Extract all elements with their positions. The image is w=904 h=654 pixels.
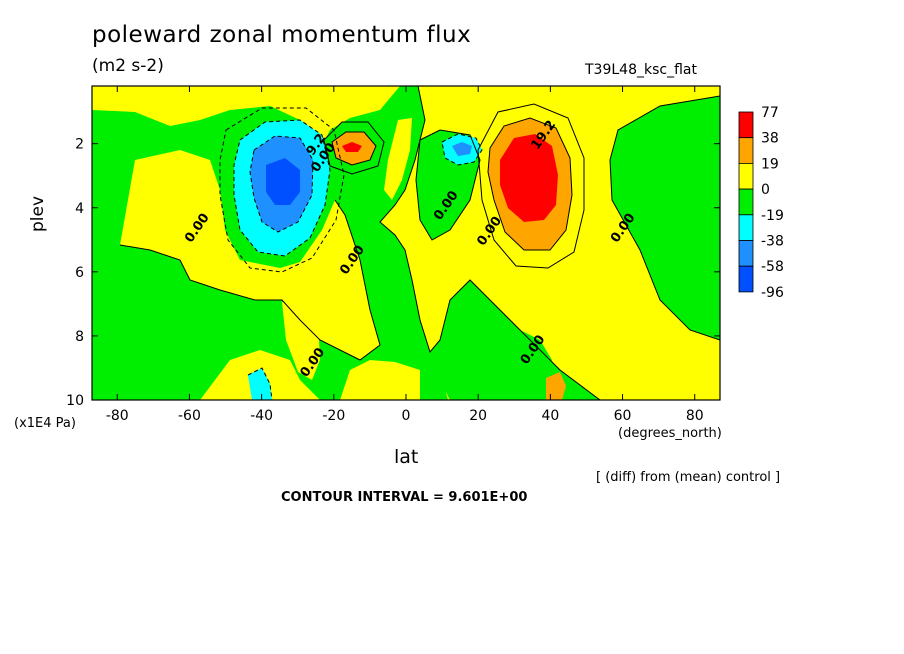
region-negative-north-core xyxy=(452,142,472,156)
x-tick-label: -40 xyxy=(250,408,273,424)
region-positive-southern-midlat xyxy=(120,150,380,360)
y-axis-units: (x1E4 Pa) xyxy=(14,416,76,431)
contour-negative-lower xyxy=(247,367,273,400)
colorbar-segment xyxy=(738,162,754,190)
diff-note: [ (diff) from (mean) control ] xyxy=(596,470,781,485)
colorbar-label: -96 xyxy=(761,285,784,301)
contour-negative-north xyxy=(441,133,483,166)
region-negative-lower-tropics xyxy=(495,330,552,385)
colorbar-label: -19 xyxy=(761,208,784,224)
y-tick-label: 10 xyxy=(66,393,84,409)
contour-interval: CONTOUR INTERVAL = 9.601E+00 xyxy=(281,490,528,505)
x-tick-label: 40 xyxy=(541,408,559,424)
colorbar-label: -58 xyxy=(761,259,784,275)
contour-negative-south xyxy=(233,119,331,257)
contour-positive-north xyxy=(487,117,573,251)
x-axis-label: lat xyxy=(394,446,419,468)
contour-zero-south xyxy=(119,199,381,361)
contour-fill xyxy=(92,86,720,400)
contour-lines-negative xyxy=(219,107,483,400)
region-positive-southern-west xyxy=(92,86,400,150)
chart-title: poleward zonal momentum flux xyxy=(92,22,472,48)
colorbar-segment xyxy=(738,188,754,216)
contour-zero-tropical-lobe xyxy=(415,129,481,241)
colorbar: 77 38 19 0 -19 -38 -58 -96 xyxy=(738,105,784,301)
y-tick-label: 6 xyxy=(75,265,84,281)
contour-zero-tropics xyxy=(379,86,601,400)
y-tick-label: 4 xyxy=(75,201,84,217)
contour-positive-north-outer xyxy=(477,103,585,269)
x-tick-label: -20 xyxy=(322,408,345,424)
region-positive-lower-tail xyxy=(282,300,320,380)
contour-zero-north xyxy=(609,95,720,341)
x-tick-label: -80 xyxy=(106,408,129,424)
colorbar-label: 38 xyxy=(761,131,779,147)
x-tick-label: 80 xyxy=(686,408,704,424)
x-axis-ticks: -80 -60 -40 -20 0 20 40 60 80 xyxy=(106,86,704,424)
run-name: T39L48_ksc_flat xyxy=(585,62,697,78)
chart-units: (m2 s-2) xyxy=(92,56,164,76)
colorbar-segment xyxy=(738,214,754,241)
colorbar-segment xyxy=(738,240,754,267)
colorbar-label: 19 xyxy=(761,156,779,172)
region-negative-south-core xyxy=(266,158,300,205)
x-tick-label: 20 xyxy=(469,408,487,424)
y-axis-label: plev xyxy=(28,195,48,232)
colorbar-segment xyxy=(738,137,754,164)
y-tick-label: 2 xyxy=(75,137,84,153)
x-tick-label: -60 xyxy=(178,408,201,424)
colorbar-segment xyxy=(738,265,754,293)
contour-negative-south-outer xyxy=(219,107,345,273)
y-axis-ticks: 2 4 6 8 10 xyxy=(66,137,720,409)
colorbar-label: 77 xyxy=(761,105,779,121)
region-negative-lower-center xyxy=(420,370,448,400)
colorbar-label: 0 xyxy=(761,182,770,198)
region-positive-north-core xyxy=(500,134,558,222)
region-positive-tropical-upper xyxy=(384,118,412,200)
contour-positive-south-outer xyxy=(323,121,385,175)
contour-lines xyxy=(119,86,720,400)
colorbar-label: -38 xyxy=(761,234,784,250)
colorbar-segment xyxy=(738,111,754,139)
y-tick-label: 8 xyxy=(75,329,84,345)
contour-positive-south xyxy=(331,131,377,166)
region-positive-lower-north xyxy=(546,372,566,400)
x-tick-label: 0 xyxy=(402,408,411,424)
x-axis-units: (degrees_north) xyxy=(618,426,722,441)
x-tick-label: 60 xyxy=(614,408,632,424)
contour-negative-south-mid xyxy=(249,135,314,233)
region-positive-south-core xyxy=(342,142,362,152)
